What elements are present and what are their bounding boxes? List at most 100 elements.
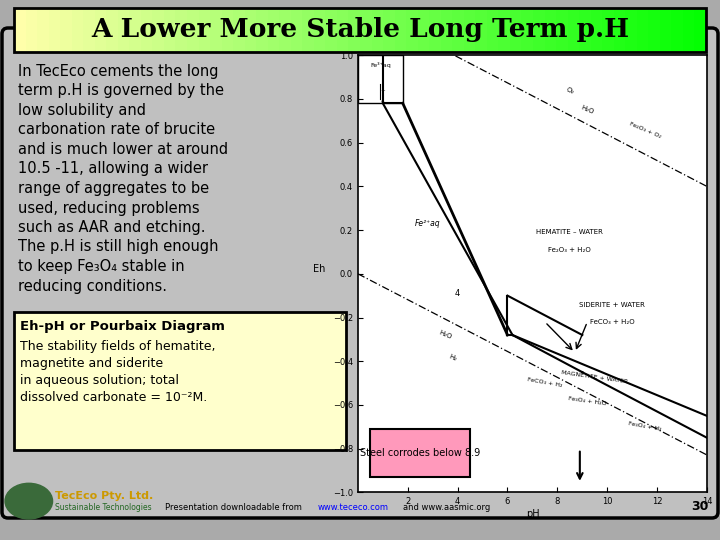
Bar <box>358 55 402 103</box>
Text: A Lower More Stable Long Term p.H: A Lower More Stable Long Term p.H <box>91 17 629 43</box>
Text: The p.H is still high enough: The p.H is still high enough <box>18 240 218 254</box>
Bar <box>210 8 222 52</box>
Text: TecEco Pty. Ltd.: TecEco Pty. Ltd. <box>55 491 153 501</box>
X-axis label: pH: pH <box>526 509 539 519</box>
Text: MAGNETITE + WATER: MAGNETITE + WATER <box>561 370 629 384</box>
Text: H₂O: H₂O <box>438 329 453 340</box>
Bar <box>14 8 27 52</box>
FancyBboxPatch shape <box>2 28 718 518</box>
Text: and is much lower at around: and is much lower at around <box>18 142 228 157</box>
Text: dissolved carbonate = 10⁻²M.: dissolved carbonate = 10⁻²M. <box>20 391 207 404</box>
Bar <box>556 8 569 52</box>
Text: low solubility and: low solubility and <box>18 103 146 118</box>
Bar <box>510 8 523 52</box>
Bar <box>521 8 534 52</box>
Bar <box>579 8 592 52</box>
Text: Steel corrodes below 8.9: Steel corrodes below 8.9 <box>360 448 480 458</box>
Text: SIDERITE + WATER: SIDERITE + WATER <box>580 301 645 308</box>
Text: 30: 30 <box>691 501 708 514</box>
Bar <box>395 8 407 52</box>
Bar <box>84 8 96 52</box>
Text: The stability fields of hematite,: The stability fields of hematite, <box>20 340 215 353</box>
Text: range of aggregates to be: range of aggregates to be <box>18 181 209 196</box>
Bar <box>464 8 477 52</box>
Bar <box>418 8 431 52</box>
Bar <box>695 8 707 52</box>
Bar <box>37 8 50 52</box>
Text: www.tececo.com: www.tececo.com <box>318 503 389 511</box>
Text: +: + <box>380 87 385 92</box>
Bar <box>72 8 84 52</box>
Bar <box>625 8 638 52</box>
Bar <box>613 8 626 52</box>
Bar <box>372 8 384 52</box>
Bar <box>141 8 153 52</box>
Text: Presentation downloadable from: Presentation downloadable from <box>165 503 302 511</box>
Bar <box>233 8 246 52</box>
FancyBboxPatch shape <box>370 429 470 477</box>
Bar <box>187 8 199 52</box>
Text: Fe₂O₃ + H₂O: Fe₂O₃ + H₂O <box>549 247 591 253</box>
Text: 4: 4 <box>381 99 384 104</box>
Bar <box>199 8 211 52</box>
Text: carbonation rate of brucite: carbonation rate of brucite <box>18 123 215 138</box>
Text: Fe²⁺aq: Fe²⁺aq <box>415 219 441 228</box>
Text: and www.aasmic.org: and www.aasmic.org <box>403 503 490 511</box>
Bar <box>636 8 649 52</box>
Bar <box>475 8 488 52</box>
Text: FeCO₃ + H₂O: FeCO₃ + H₂O <box>590 319 634 325</box>
Text: such as AAR and etching.: such as AAR and etching. <box>18 220 205 235</box>
Text: term p.H is governed by the: term p.H is governed by the <box>18 84 224 98</box>
Bar <box>325 8 338 52</box>
Text: Fe₂O₃ + O₂: Fe₂O₃ + O₂ <box>628 122 661 139</box>
Bar <box>14 8 706 52</box>
Text: Fe₃O₄ + H₂O: Fe₃O₄ + H₂O <box>568 396 607 406</box>
Bar <box>533 8 546 52</box>
Bar <box>683 8 696 52</box>
Bar <box>268 8 280 52</box>
Text: 🌍: 🌍 <box>22 491 32 509</box>
Bar <box>49 8 61 52</box>
Bar <box>406 8 418 52</box>
Bar <box>291 8 303 52</box>
Bar <box>360 8 372 52</box>
Bar <box>429 8 442 52</box>
Bar <box>348 8 361 52</box>
Bar <box>660 8 672 52</box>
Text: Eh-pH or Pourbaix Diagram: Eh-pH or Pourbaix Diagram <box>20 320 225 333</box>
Text: FeCO₃ + H₂: FeCO₃ + H₂ <box>527 377 563 388</box>
Text: magnetite and siderite: magnetite and siderite <box>20 357 163 370</box>
Text: In TecEco cements the long: In TecEco cements the long <box>18 64 218 79</box>
Bar <box>153 8 165 52</box>
Bar <box>95 8 107 52</box>
Bar <box>60 8 73 52</box>
Bar <box>118 8 130 52</box>
Text: 4: 4 <box>455 289 460 298</box>
Bar <box>383 8 395 52</box>
Bar <box>590 8 603 52</box>
Bar <box>256 8 269 52</box>
Text: in aqueous solution; total: in aqueous solution; total <box>20 374 179 387</box>
Bar <box>671 8 684 52</box>
Bar <box>245 8 257 52</box>
Text: used, reducing problems: used, reducing problems <box>18 200 199 215</box>
Bar <box>441 8 454 52</box>
Text: 10.5 -11, allowing a wider: 10.5 -11, allowing a wider <box>18 161 208 177</box>
Bar <box>602 8 615 52</box>
Bar <box>544 8 557 52</box>
Text: Fe₃O₄ + H₂: Fe₃O₄ + H₂ <box>628 422 662 432</box>
Text: HEMATITE – WATER: HEMATITE – WATER <box>536 230 603 235</box>
Bar <box>222 8 234 52</box>
Bar <box>176 8 188 52</box>
Bar <box>279 8 292 52</box>
Y-axis label: Eh: Eh <box>312 264 325 274</box>
Bar <box>14 312 346 450</box>
Text: Fe³⁺aq: Fe³⁺aq <box>370 62 391 68</box>
Text: Sustainable Technologies: Sustainable Technologies <box>55 503 152 511</box>
Bar <box>452 8 465 52</box>
Bar <box>567 8 580 52</box>
Bar <box>302 8 315 52</box>
Text: reducing conditions.: reducing conditions. <box>18 279 167 294</box>
Text: to keep Fe₃O₄ stable in: to keep Fe₃O₄ stable in <box>18 259 184 274</box>
Text: H₂: H₂ <box>448 354 457 362</box>
